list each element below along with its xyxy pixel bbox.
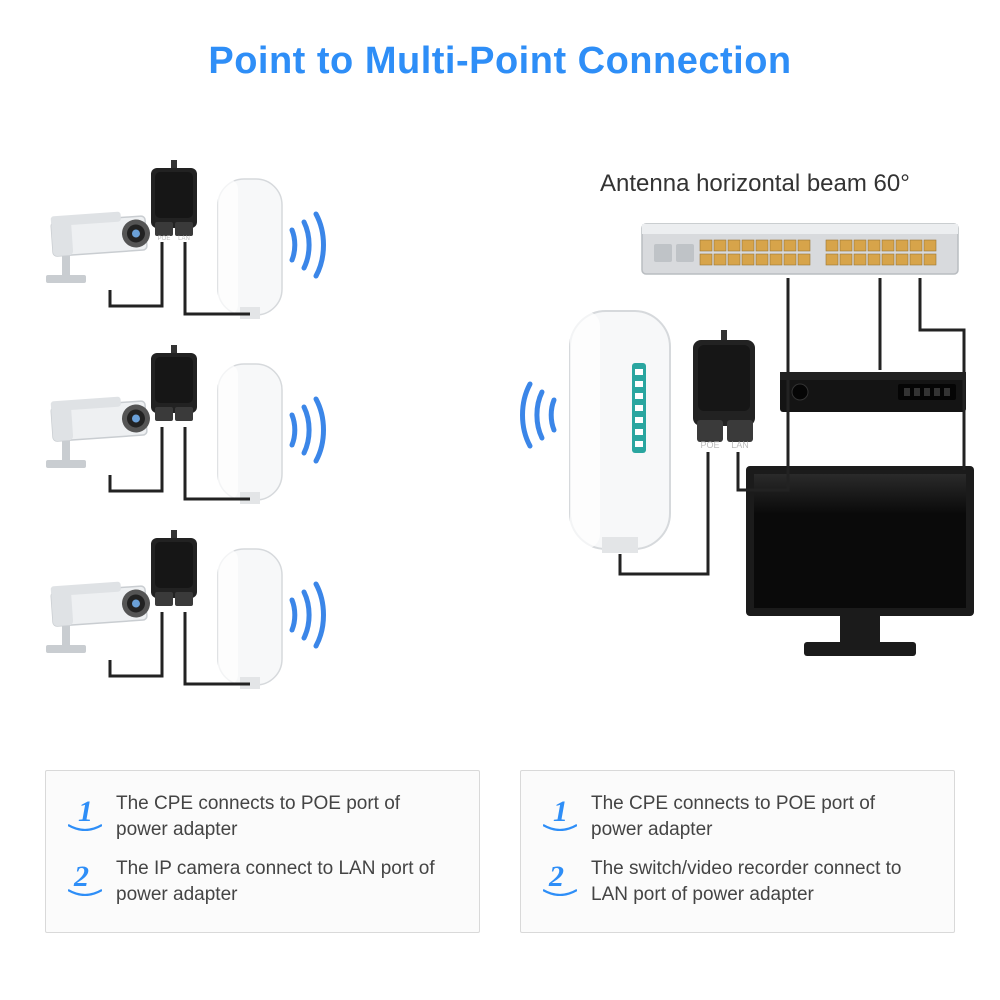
svg-text:1: 1 (553, 795, 568, 828)
cable-lines (40, 150, 320, 320)
step-number-icon: 2 (68, 856, 102, 896)
diagram-area: POE LAN (0, 130, 1000, 730)
page-title: Point to Multi-Point Connection (0, 40, 1000, 83)
instruction-row: 2 The switch/video recorder connect to L… (543, 856, 932, 907)
instruction-text: The CPE connects to POE port of power ad… (591, 791, 932, 842)
cable-lines (40, 520, 320, 690)
instruction-text: The IP camera connect to LAN port of pow… (116, 856, 457, 907)
camera-cpe-unit (40, 520, 320, 690)
step-number-icon: 1 (543, 791, 577, 831)
camera-cpe-unit: POE LAN (40, 150, 320, 320)
instruction-boxes: 1 The CPE connects to POE port of power … (45, 770, 955, 933)
svg-text:2: 2 (73, 860, 89, 893)
wifi-receive-icon (514, 380, 558, 450)
camera-cpe-unit (40, 335, 320, 505)
instruction-box-left: 1 The CPE connects to POE port of power … (45, 770, 480, 933)
step-number-icon: 2 (543, 856, 577, 896)
svg-text:2: 2 (548, 860, 564, 893)
instruction-row: 2 The IP camera connect to LAN port of p… (68, 856, 457, 907)
instruction-text: The CPE connects to POE port of power ad… (116, 791, 457, 842)
instruction-box-right: 1 The CPE connects to POE port of power … (520, 770, 955, 933)
instruction-row: 1 The CPE connects to POE port of power … (68, 791, 457, 842)
instruction-row: 1 The CPE connects to POE port of power … (543, 791, 932, 842)
svg-text:1: 1 (78, 795, 93, 828)
cable-lines-right (560, 170, 980, 730)
instruction-text: The switch/video recorder connect to LAN… (591, 856, 932, 907)
step-number-icon: 1 (68, 791, 102, 831)
cable-lines (40, 335, 320, 505)
receiver-block: Antenna horizontal beam 60° (560, 170, 980, 730)
